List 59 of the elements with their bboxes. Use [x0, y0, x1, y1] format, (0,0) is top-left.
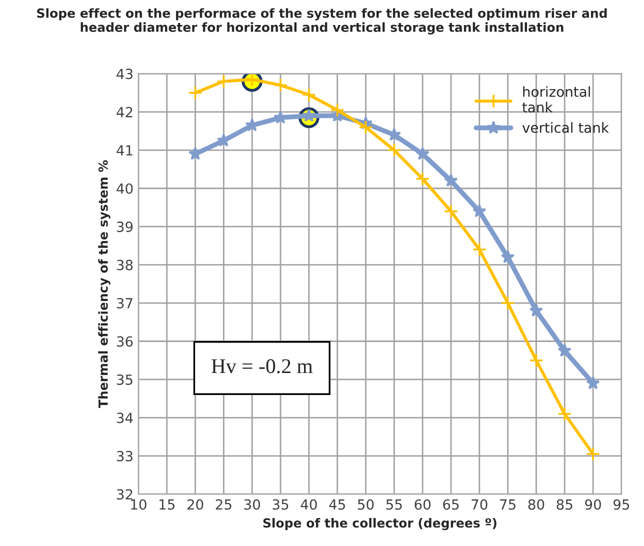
- y-tick-label: 41: [116, 145, 132, 156]
- x-tick-label: 45: [329, 499, 345, 510]
- point: [500, 250, 515, 264]
- x-tick-label: 60: [414, 499, 430, 510]
- chart-title: Slope effect on the performace of the system for the selected optimum riser and header diameter for horizontal and vertical storage tank installation: [37, 8, 607, 34]
- x-tick-label: 85: [556, 499, 572, 510]
- point: [500, 296, 515, 310]
- x-axis-title: Slope of the collector (degrees º): [263, 518, 496, 530]
- point: [444, 204, 458, 218]
- annotation: Hv = -0.2 m: [212, 359, 313, 374]
- x-tick-label: 10: [131, 499, 146, 510]
- y-tick-label: 32: [116, 489, 132, 500]
- point: [188, 86, 202, 100]
- y-tick-label: 34: [116, 412, 133, 424]
- point: [586, 376, 600, 390]
- point: [416, 146, 430, 160]
- x-tick-label: 70: [472, 499, 488, 510]
- x-tick-label: 30: [244, 499, 260, 510]
- y-tick-label: 36: [116, 336, 133, 347]
- y-tick-label: 38: [116, 260, 133, 270]
- point: [216, 133, 231, 147]
- point: [444, 174, 458, 187]
- point: [358, 120, 373, 134]
- point: [302, 88, 316, 102]
- y-axis-title: Thermal efficiency of the system %: [98, 160, 110, 408]
- x-tick-label: 75: [500, 499, 516, 510]
- point: [529, 304, 544, 317]
- point: [558, 344, 572, 357]
- y-tick-label: 39: [116, 222, 133, 232]
- legend-label: horizontal tank: [522, 86, 590, 113]
- point: [472, 204, 486, 218]
- x-tick-label: 25: [216, 499, 232, 510]
- x-tick-label: 55: [386, 499, 402, 510]
- point: [472, 242, 487, 257]
- x-tick-label: 65: [443, 499, 459, 510]
- x-tick-label: 35: [272, 499, 288, 510]
- y-tick-label: 43: [116, 68, 132, 80]
- x-tick-label: 95: [614, 499, 630, 510]
- y-tick-label: 42: [116, 106, 132, 118]
- y-tick-label: 40: [116, 183, 133, 194]
- point: [557, 406, 572, 422]
- point: [529, 353, 544, 368]
- point: [330, 102, 344, 118]
- point: [273, 78, 288, 92]
- y-tick-label: 35: [116, 374, 132, 385]
- x-tick-label: 20: [187, 499, 204, 510]
- x-tick-label: 40: [300, 499, 317, 510]
- point: [387, 142, 402, 158]
- point: [415, 172, 430, 186]
- x-tick-label: 90: [585, 499, 601, 510]
- x-tick-label: 15: [160, 499, 174, 510]
- point: [245, 118, 259, 132]
- point: [586, 446, 600, 462]
- y-tick-label: 37: [116, 298, 132, 309]
- legend-label: vertical tank: [522, 122, 609, 133]
- point: [274, 110, 288, 124]
- x-tick-label: 80: [528, 499, 544, 510]
- y-tick-label: 33: [116, 450, 132, 462]
- x-tick-label: 50: [358, 499, 374, 510]
